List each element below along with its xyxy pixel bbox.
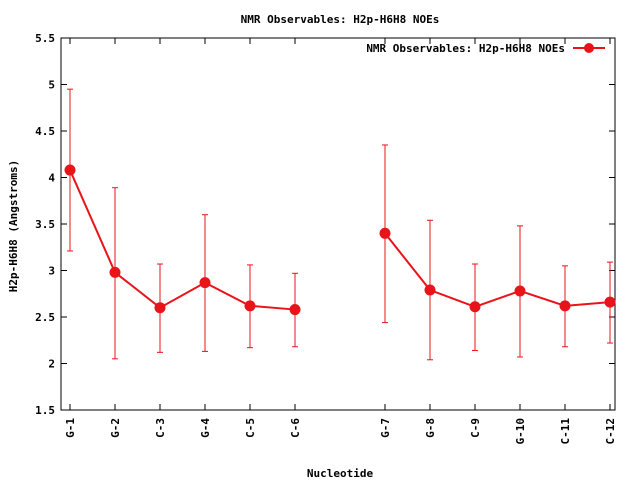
legend-marker — [584, 43, 594, 53]
x-axis-label: Nucleotide — [307, 467, 374, 480]
legend-label: NMR Observables: H2p-H6H8 NOEs — [366, 42, 565, 55]
data-point — [244, 300, 256, 312]
plot-area-border — [60, 37, 616, 411]
y-tick-label: 4 — [48, 172, 55, 185]
legend: NMR Observables: H2p-H6H8 NOEs — [366, 42, 605, 55]
data-point — [469, 301, 481, 313]
data-point — [424, 284, 436, 296]
data-point — [199, 277, 211, 289]
x-tick-label: C-6 — [289, 418, 302, 438]
x-tick-label: C-12 — [604, 418, 617, 445]
x-tick-label: G-4 — [199, 418, 212, 438]
y-tick-label: 3.5 — [35, 218, 55, 231]
data-point — [604, 296, 616, 308]
y-tick-label: 3 — [48, 265, 55, 278]
x-tick-label: G-2 — [109, 418, 122, 438]
x-tick-label: G-7 — [379, 418, 392, 438]
y-tick-label: 5 — [48, 79, 55, 92]
x-tick-label: C-3 — [154, 418, 167, 438]
data-point — [379, 227, 391, 239]
x-tick-label: C-9 — [469, 418, 482, 438]
series-line — [69, 169, 296, 311]
y-tick-label: 5.5 — [35, 32, 55, 45]
x-tick-label: G-10 — [514, 418, 527, 445]
data-point — [289, 304, 301, 316]
data-point — [154, 302, 166, 314]
data-point — [109, 266, 121, 278]
y-tick-label: 4.5 — [35, 125, 55, 138]
y-tick-label: 2 — [48, 358, 55, 371]
data-point — [559, 300, 571, 312]
y-axis-label: H2p-H6H8 (Angstroms) — [7, 160, 20, 292]
x-tick-label: C-11 — [559, 418, 572, 445]
data-point — [64, 164, 76, 176]
data-point — [514, 285, 526, 297]
y-tick-label: 2.5 — [35, 311, 55, 324]
x-tick-label: C-5 — [244, 418, 257, 438]
x-tick-label: G-8 — [424, 418, 437, 438]
x-tick-label: G-1 — [64, 418, 77, 438]
y-tick-label: 1.5 — [35, 404, 55, 417]
series-line — [384, 232, 611, 308]
chart-title: NMR Observables: H2p-H6H8 NOEs — [241, 13, 440, 26]
